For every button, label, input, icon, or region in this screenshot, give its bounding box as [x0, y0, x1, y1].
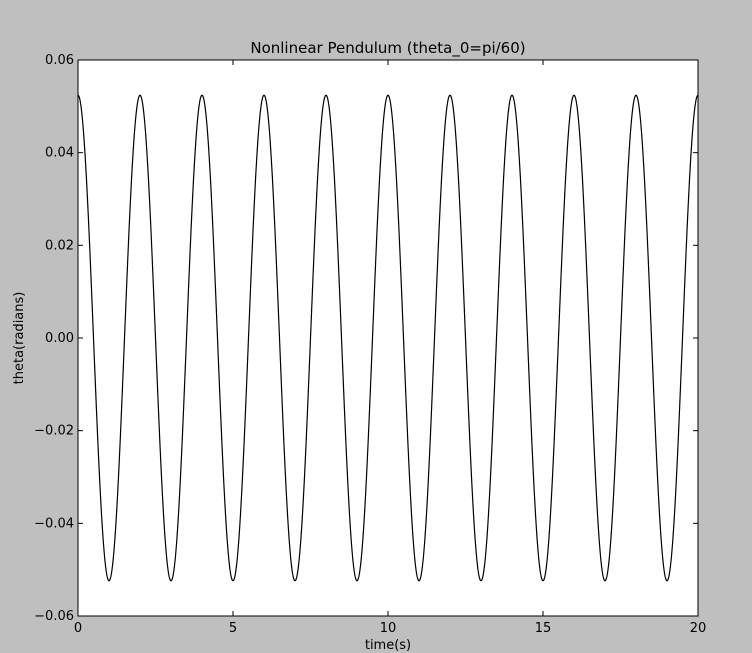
- y-axis-ticks: 0.06 0.04 0.02 0.00 −0.02 −0.04 −0.06: [34, 53, 698, 624]
- y-tick-label: −0.04: [34, 516, 74, 531]
- x-tick-label: 5: [229, 621, 237, 636]
- y-tick-label: −0.06: [34, 609, 74, 624]
- y-tick-label: 0.00: [45, 331, 74, 346]
- y-tick-label: 0.02: [45, 238, 74, 253]
- y-tick-label: 0.04: [45, 146, 74, 161]
- series-layer: [77, 94, 699, 582]
- x-tick-label: 0: [74, 621, 82, 636]
- x-axis-label: time(s): [365, 638, 411, 653]
- x-axis-ticks: 0 5 10 15 20: [74, 60, 706, 636]
- plot-area: [78, 60, 698, 616]
- y-axis-label: theta(radians): [12, 292, 27, 385]
- y-tick-label: −0.02: [34, 424, 74, 439]
- series-line-0: [77, 94, 699, 582]
- x-tick-label: 20: [690, 621, 707, 636]
- x-tick-label: 15: [535, 621, 552, 636]
- y-tick-label: 0.06: [45, 53, 74, 68]
- chart-title: Nonlinear Pendulum (theta_0=pi/60): [250, 39, 525, 58]
- x-tick-label: 10: [380, 621, 397, 636]
